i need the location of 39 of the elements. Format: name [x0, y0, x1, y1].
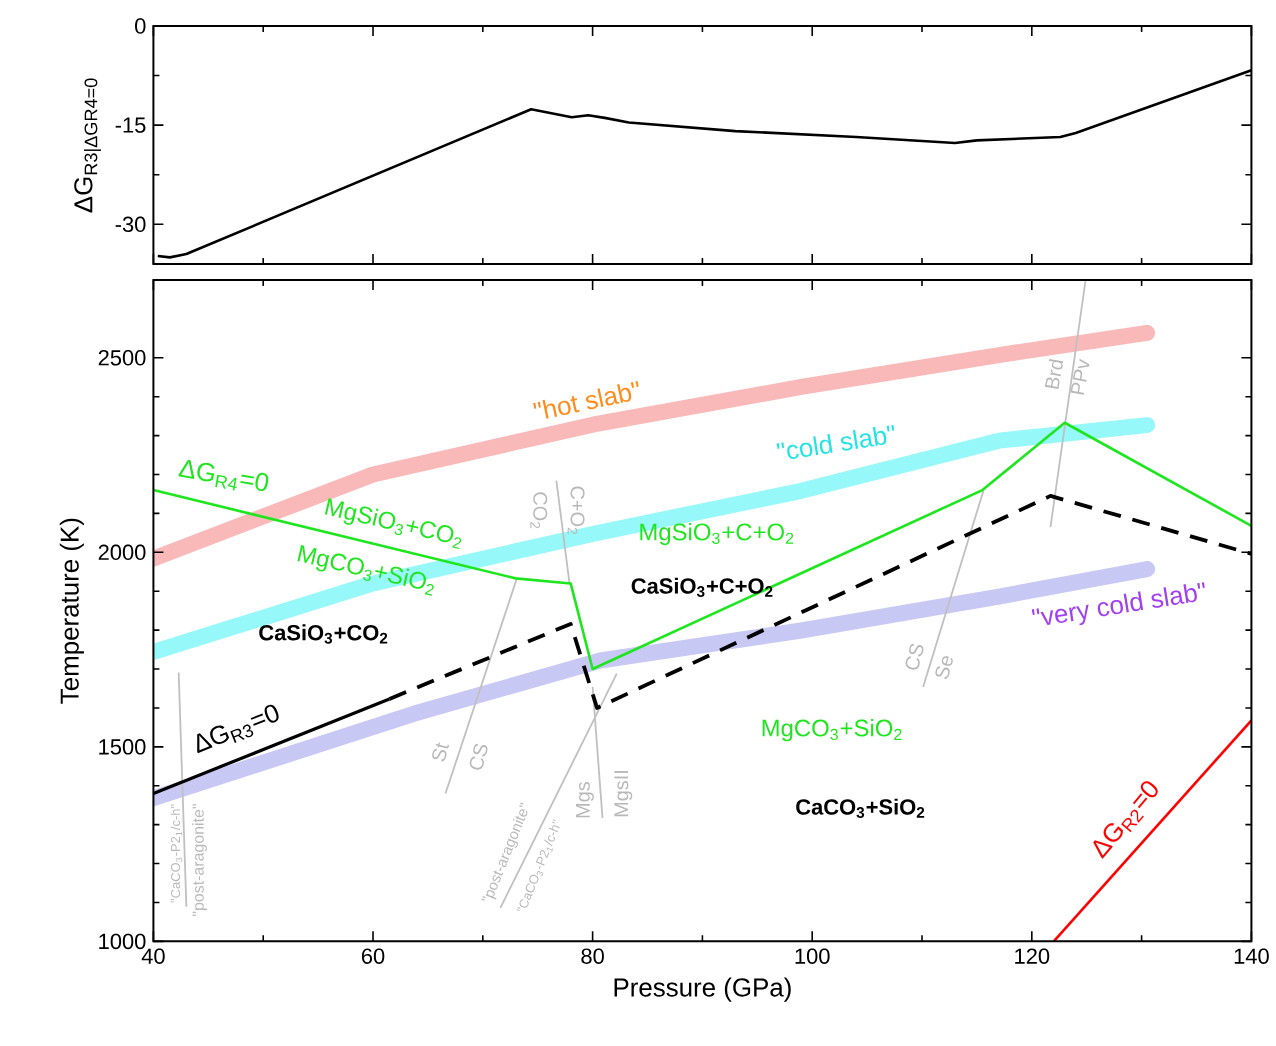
- x-tick-label: 60: [361, 948, 385, 964]
- annotation: MgsII: [614, 771, 633, 817]
- x-tick-label: 120: [1015, 948, 1050, 964]
- x-tick-label: 100: [795, 948, 830, 964]
- annotation: ΔG$_{R3}$=0: [197, 704, 279, 754]
- annotation: ΔG$_{R4}$=0: [178, 459, 269, 492]
- x-tick-label: 80: [581, 948, 604, 964]
- y-tick-label: 1500: [99, 739, 146, 755]
- annotation: Se: [935, 656, 953, 679]
- annotation: CO$_{2}$: [530, 492, 548, 529]
- y-tick-label: 2000: [98, 544, 146, 561]
- annotation: "very cold slab": [1031, 582, 1205, 626]
- annotation: St: [432, 742, 449, 762]
- annotation: ΔG$_{R2}$=0: [1093, 781, 1158, 859]
- annotation: CaCO$_{3}$+SiO$_{2}$: [796, 798, 925, 818]
- annotation: MgSiO$_{3}$+CO$_{2}$: [324, 498, 462, 550]
- y-tick-label: -15: [115, 117, 146, 133]
- annotation: PPv: [1070, 358, 1090, 395]
- x-tick-label: 40: [141, 948, 165, 964]
- annotation: CaSiO$_{3}$+CO$_{2}$: [259, 624, 388, 644]
- x-axis-title: Pressure (GPa): [614, 977, 791, 1002]
- y-tick-label: 1000: [99, 933, 146, 950]
- annotation: "cold slab": [776, 424, 895, 459]
- y-tick-label: 2500: [98, 350, 146, 366]
- annotation: MgCO$_{3}$+SiO$_{2}$: [297, 544, 434, 596]
- annotation: CS: [905, 643, 924, 670]
- annotation: MgCO$_{3}$+SiO$_{2}$: [762, 718, 902, 742]
- annotation: CS: [469, 743, 488, 770]
- annotation: Brd: [1044, 358, 1064, 390]
- y-axis-title: Temperature (K): [59, 518, 84, 704]
- annotation: Mgs: [576, 782, 594, 818]
- x-tick-label: 140: [1234, 948, 1269, 964]
- annotation: C+O$_{2}$: [567, 486, 585, 535]
- annotation: MgSiO$_{3}$+C+O$_{2}$: [640, 522, 794, 546]
- y-tick-label: 0: [135, 18, 146, 34]
- annotation: CaSiO$_{3}$+C+O$_{2}$: [631, 577, 773, 598]
- y-tick-label: -30: [115, 216, 146, 233]
- y-axis-title: ΔG$_{R3|ΔGR4=0}$: [74, 78, 102, 213]
- annotation: "hot slab": [533, 381, 639, 419]
